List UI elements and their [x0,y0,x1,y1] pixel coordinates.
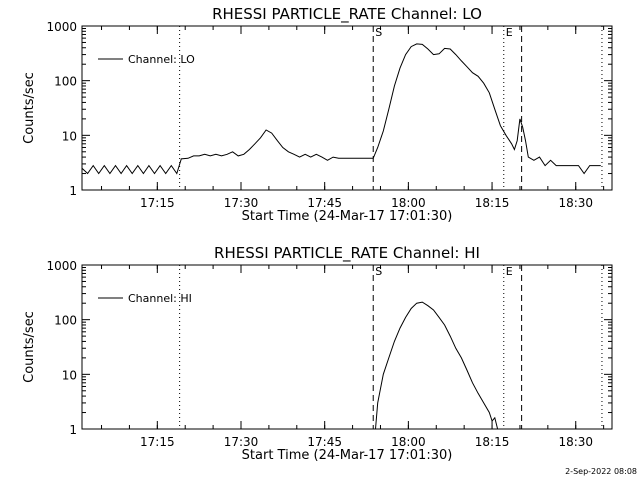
series-line [375,301,499,430]
legend-label: Channel: HI [128,292,192,305]
x-axis-label: Start Time (24-Mar-17 17:01:30) [242,209,453,224]
x-tick-label: 17:15 [140,435,175,449]
x-tick-label: 17:45 [307,196,342,210]
legend-label: Channel: LO [128,53,195,66]
x-tick-label: 18:15 [475,435,510,449]
panel-lo: RHESSI PARTICLE_RATE Channel: LO Counts/s… [22,5,613,224]
y-tick-label: 10 [62,129,77,143]
y-tick-label: 100 [54,314,77,328]
timestamp-footer: 2-Sep-2022 08:08 [565,467,637,476]
x-tick-label: 18:00 [391,435,426,449]
y-axis-label: Counts/sec [22,311,37,383]
x-tick-label: 18:00 [391,196,426,210]
series-line [81,43,601,175]
x-tick-label: 17:45 [307,435,342,449]
y-tick-label: 1000 [46,20,77,34]
x-tick-label: 17:30 [224,196,259,210]
y-tick-label: 1000 [46,259,77,273]
marker-label: E [506,265,513,278]
chart-title: RHESSI PARTICLE_RATE Channel: LO [212,5,482,24]
marker-label: S [375,265,382,278]
y-tick-label: 10 [62,368,77,382]
y-tick-label: 1 [69,423,77,437]
chart-title: RHESSI PARTICLE_RATE Channel: HI [214,244,480,263]
x-tick-label: 17:15 [140,196,175,210]
x-axis-label: Start Time (24-Mar-17 17:01:30) [242,448,453,463]
x-tick-label: 17:30 [224,435,259,449]
panel-hi: RHESSI PARTICLE_RATE Channel: HI Counts/s… [22,244,613,463]
x-tick-label: 18:30 [558,435,593,449]
marker-label: E [506,26,513,39]
plot-frame [81,25,613,191]
x-tick-label: 18:15 [475,196,510,210]
y-tick-label: 100 [54,75,77,89]
marker-label: S [375,26,382,39]
plot-frame [81,264,613,430]
y-tick-label: 1 [69,184,77,198]
x-tick-label: 18:30 [558,196,593,210]
y-axis-label: Counts/sec [22,72,37,144]
